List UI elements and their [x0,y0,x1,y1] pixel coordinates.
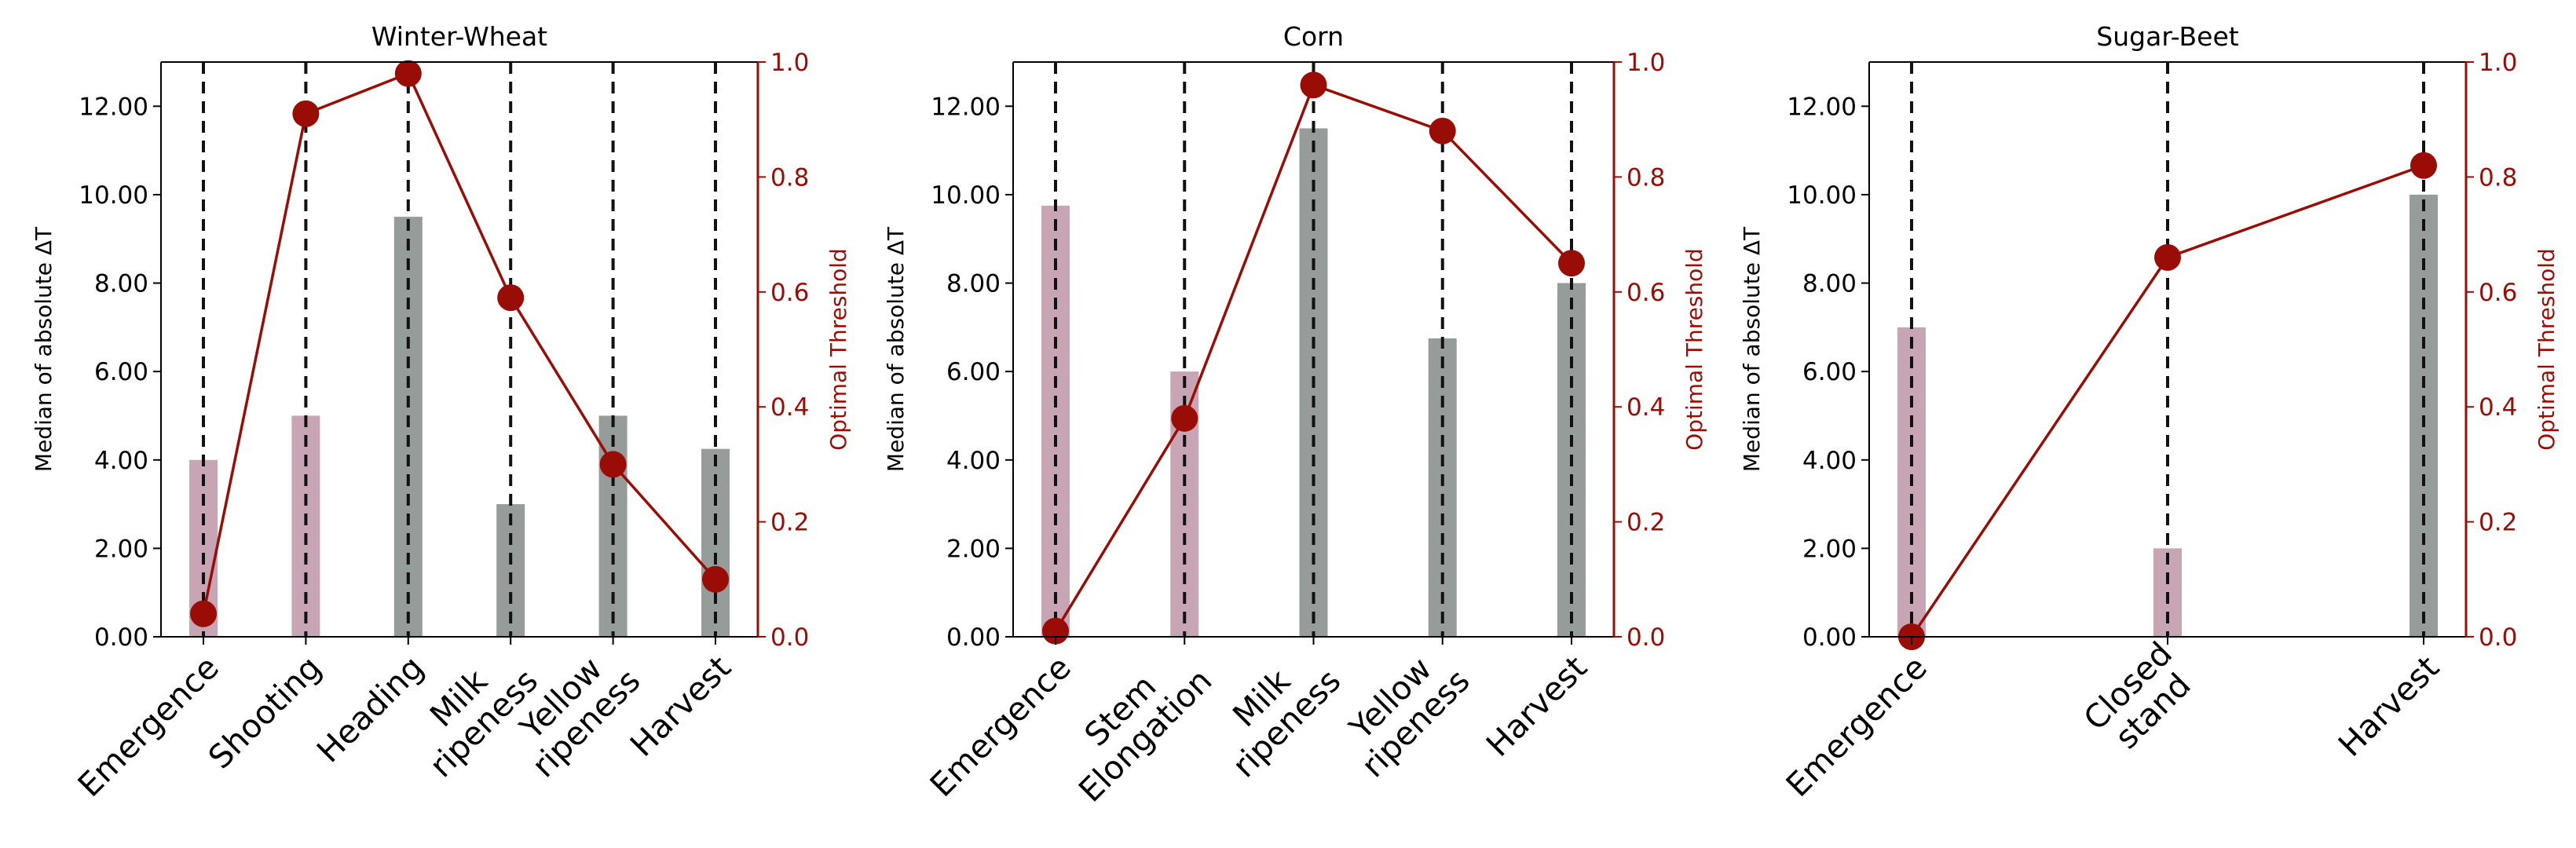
threshold-marker [599,451,627,478]
chart-title: Winter-Wheat [371,21,547,52]
y-right-tick-label: 0.6 [2479,279,2517,307]
y-right-tick-label: 0.4 [2479,393,2517,422]
threshold-marker [702,565,729,593]
threshold-marker [1429,117,1456,144]
x-tick-label: Harvest [1479,649,1594,764]
y-tick-label: 2.00 [946,535,1001,563]
y-tick-label: 12.00 [1787,93,1857,121]
chart-title: Corn [1283,21,1344,52]
x-tick-label: Closedstand [2077,634,2205,762]
y-right-tick-label: 1.0 [1626,49,1665,77]
x-tick-label: Emergence [1779,649,1934,804]
y-right-tick-label: 0.8 [770,163,809,192]
y-right-tick-label: 0.6 [1626,279,1665,307]
y-tick-label: 6.00 [94,358,148,386]
threshold-marker [292,100,320,127]
y-tick-label: 10.00 [1787,181,1857,210]
x-tick-label: Milkripeness [1200,637,1348,784]
y-tick-label: 2.00 [94,535,148,563]
y-right-axis-label: Optimal Threshold [2534,248,2560,451]
y-right-tick-label: 0.2 [1626,509,1665,537]
y-tick-label: 4.00 [94,447,148,475]
threshold-marker [1558,250,1585,277]
y-right-axis-label: Optimal Threshold [825,248,851,451]
y-tick-label: 4.00 [946,447,1001,475]
threshold-marker [1171,404,1198,432]
y-right-tick-label: 1.0 [770,49,809,77]
y-axis-label: Median of absolute ΔT [883,226,909,472]
chart-panel-3: Sugar-Beet 0.00 2.00 4.00 6.00 8.00 10.00 12.00… [1739,21,2560,804]
y-tick-label: 0.00 [946,623,1001,652]
y-tick-label: 10.00 [931,181,1001,210]
threshold-marker [394,60,422,87]
y-tick-label: 12.00 [79,93,148,121]
x-tick-label: Shooting [201,649,328,776]
threshold-line [202,71,717,615]
threshold-marker [1300,71,1327,99]
x-tick-label: Heading [309,649,431,770]
y-right-tick-label: 0.2 [2479,509,2517,537]
y-tick-label: 12.00 [931,93,1001,121]
threshold-marker [497,284,525,312]
x-tick-label: Emergence [923,649,1078,804]
y-tick-label: 2.00 [1802,535,1857,563]
x-tick-label: Yellowripeness [1329,637,1476,784]
y-right-tick-label: 1.0 [2479,49,2517,77]
y-right-tick-label: 0.2 [770,509,809,537]
y-tick-label: 6.00 [946,358,1001,386]
y-right-tick-label: 0.8 [1626,163,1665,192]
y-tick-label: 8.00 [1802,270,1857,298]
chart-panel-1: Winter-Wheat 0.00 2.00 4.00 6.00 8.00 10.00 12.… [31,21,851,804]
x-tick-label: Emergence [71,649,226,804]
chart-title: Sugar-Beet [2096,21,2238,52]
y-tick-label: 8.00 [94,270,148,298]
y-tick-label: 10.00 [79,181,148,210]
y-right-tick-label: 0.0 [1626,623,1665,652]
x-tick-label: StemElongation [1046,637,1219,810]
y-right-axis-label: Optimal Threshold [1681,248,1707,451]
threshold-marker [2410,152,2437,179]
threshold-marker [1042,617,1069,645]
chart-panel-2: Corn 0.00 2.00 4.00 6.00 8.00 10.00 12.00 0.0 0.2… [883,21,1707,810]
x-tick-label: Harvest [2331,649,2446,764]
threshold-marker [190,600,217,627]
y-tick-label: 0.00 [94,623,148,652]
y-tick-label: 6.00 [1802,358,1857,386]
y-axis-label: Median of absolute ΔT [31,226,57,472]
y-right-tick-label: 0.4 [1626,393,1665,422]
x-tick-label: Harvest [623,649,738,764]
y-right-tick-label: 0.6 [770,279,809,307]
threshold-marker [2154,243,2181,271]
y-tick-label: 4.00 [1802,447,1857,475]
bar [1428,338,1457,637]
y-right-tick-label: 0.0 [2479,623,2517,652]
y-right-tick-label: 0.8 [2479,163,2517,192]
y-axis-label: Median of absolute ΔT [1739,226,1765,472]
y-tick-label: 0.00 [1802,623,1857,652]
y-tick-label: 8.00 [946,270,1001,298]
x-tick-label: Yellowripeness [499,637,647,784]
y-right-tick-label: 0.4 [770,393,809,422]
y-right-tick-label: 0.0 [770,623,809,652]
